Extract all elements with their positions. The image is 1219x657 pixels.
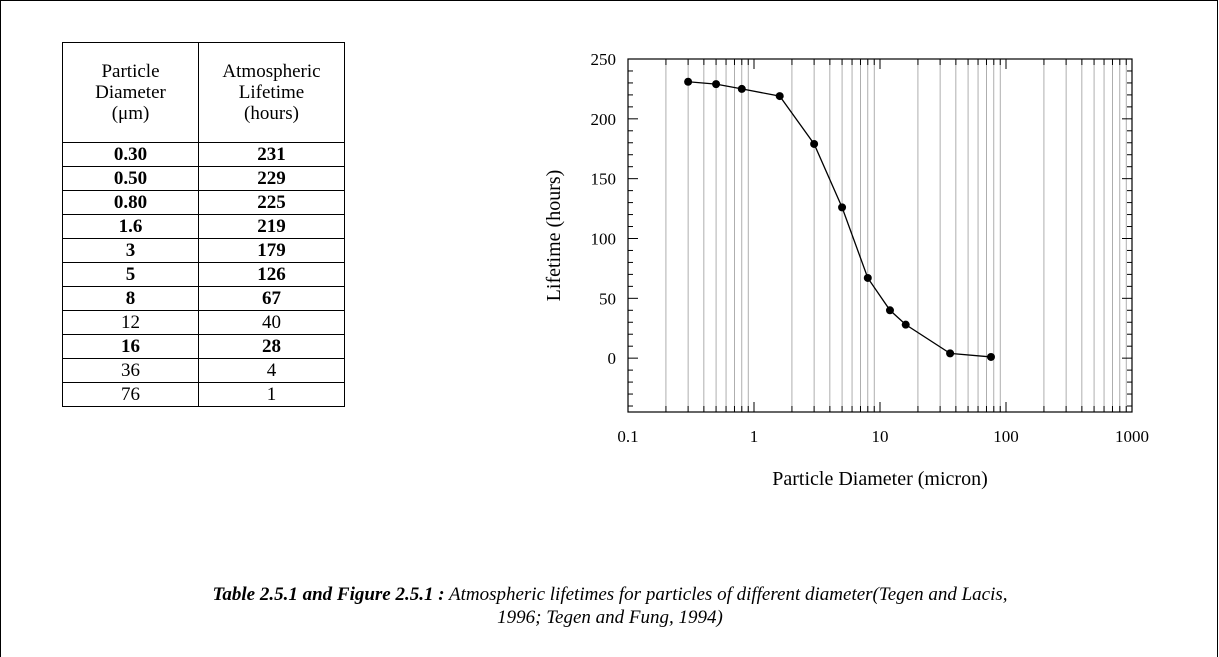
data-point [684,77,693,86]
table-row: 0.80 225 [62,190,345,215]
cell-lifetime: 219 [198,214,345,239]
y-tick-label: 200 [591,110,617,129]
data-point [946,349,955,358]
data-series [684,77,995,361]
table-row: 36 4 [62,358,345,383]
x-tick-label: 10 [872,427,889,446]
data-point [986,352,995,361]
table-row: 5 126 [62,262,345,287]
data-point [901,320,910,329]
cell-lifetime: 225 [198,190,345,215]
x-tick-label: 1000 [1115,427,1149,446]
caption-text-line1: Atmospheric lifetimes for particles of d… [444,584,1008,605]
header-particle-diameter: Particle Diameter (μm) [62,42,199,143]
y-tick-label: 100 [591,229,617,248]
data-point [775,92,784,101]
figure-caption: Table 2.5.1 and Figure 2.5.1 : Atmospher… [60,583,1160,629]
chart-grid [665,59,1127,412]
x-tick-label: 100 [993,427,1019,446]
lifetime-chart: 0 50 100 150 200 250 0.1 1 10 100 1000 Particle Di… [543,50,1150,490]
cell-lifetime: 4 [198,358,345,383]
table-row: 76 1 [62,382,345,407]
cell-diameter: 0.50 [62,166,199,191]
x-tick-label: 1 [750,427,759,446]
cell-lifetime: 231 [198,142,345,167]
data-point [737,84,746,93]
cell-diameter: 0.80 [62,190,199,215]
data-point [885,306,894,315]
cell-lifetime: 67 [198,286,345,311]
table-row: 0.30 231 [62,142,345,167]
table-row: 0.50 229 [62,166,345,191]
cell-lifetime: 179 [198,238,345,263]
table-header-row: Particle Diameter (μm) Atmospheric Lifet… [62,42,345,143]
series-line [688,81,992,358]
y-tick-label: 250 [591,50,617,69]
table-row: 8 67 [62,286,345,311]
table-row: 3 179 [62,238,345,263]
x-tick-label: 0.1 [617,427,638,446]
caption-text-line2: 1996; Tegen and Fung, 1994) [497,607,723,628]
cell-diameter: 1.6 [62,214,199,239]
cell-diameter: 0.30 [62,142,199,167]
table-row: 1.6 219 [62,214,345,239]
tick-labels: 0 50 100 150 200 250 0.1 1 10 100 1000 [591,50,1150,446]
data-point [810,139,819,148]
cell-diameter: 8 [62,286,199,311]
table-body: 0.30 231 0.50 229 0.80 225 1.6 219 3 179 5 126 8 67 12… [62,142,345,407]
data-point [863,273,872,282]
cell-diameter: 12 [62,310,199,335]
cell-lifetime: 126 [198,262,345,287]
table-row: 12 40 [62,310,345,335]
x-axis-label: Particle Diameter (micron) [772,468,987,490]
cell-lifetime: 1 [198,382,345,407]
data-point [838,203,847,212]
y-axis-label: Lifetime (hours) [543,170,565,302]
lifetime-table: Particle Diameter (μm) Atmospheric Lifet… [62,42,345,407]
cell-diameter: 76 [62,382,199,407]
y-tick-label: 50 [599,289,616,308]
cell-diameter: 5 [62,262,199,287]
cell-lifetime: 229 [198,166,345,191]
y-tick-label: 150 [591,170,617,189]
chart-ticks [627,58,1132,412]
cell-diameter: 16 [62,334,199,359]
cell-diameter: 3 [62,238,199,263]
table-row: 16 28 [62,334,345,359]
cell-lifetime: 28 [198,334,345,359]
cell-diameter: 36 [62,358,199,383]
caption-label: Table 2.5.1 and Figure 2.5.1 : [212,584,445,605]
data-point [712,80,721,89]
cell-lifetime: 40 [198,310,345,335]
y-tick-label: 0 [608,349,617,368]
plot-area-frame [627,58,1133,413]
header-atmospheric-lifetime: Atmospheric Lifetime (hours) [198,42,345,143]
